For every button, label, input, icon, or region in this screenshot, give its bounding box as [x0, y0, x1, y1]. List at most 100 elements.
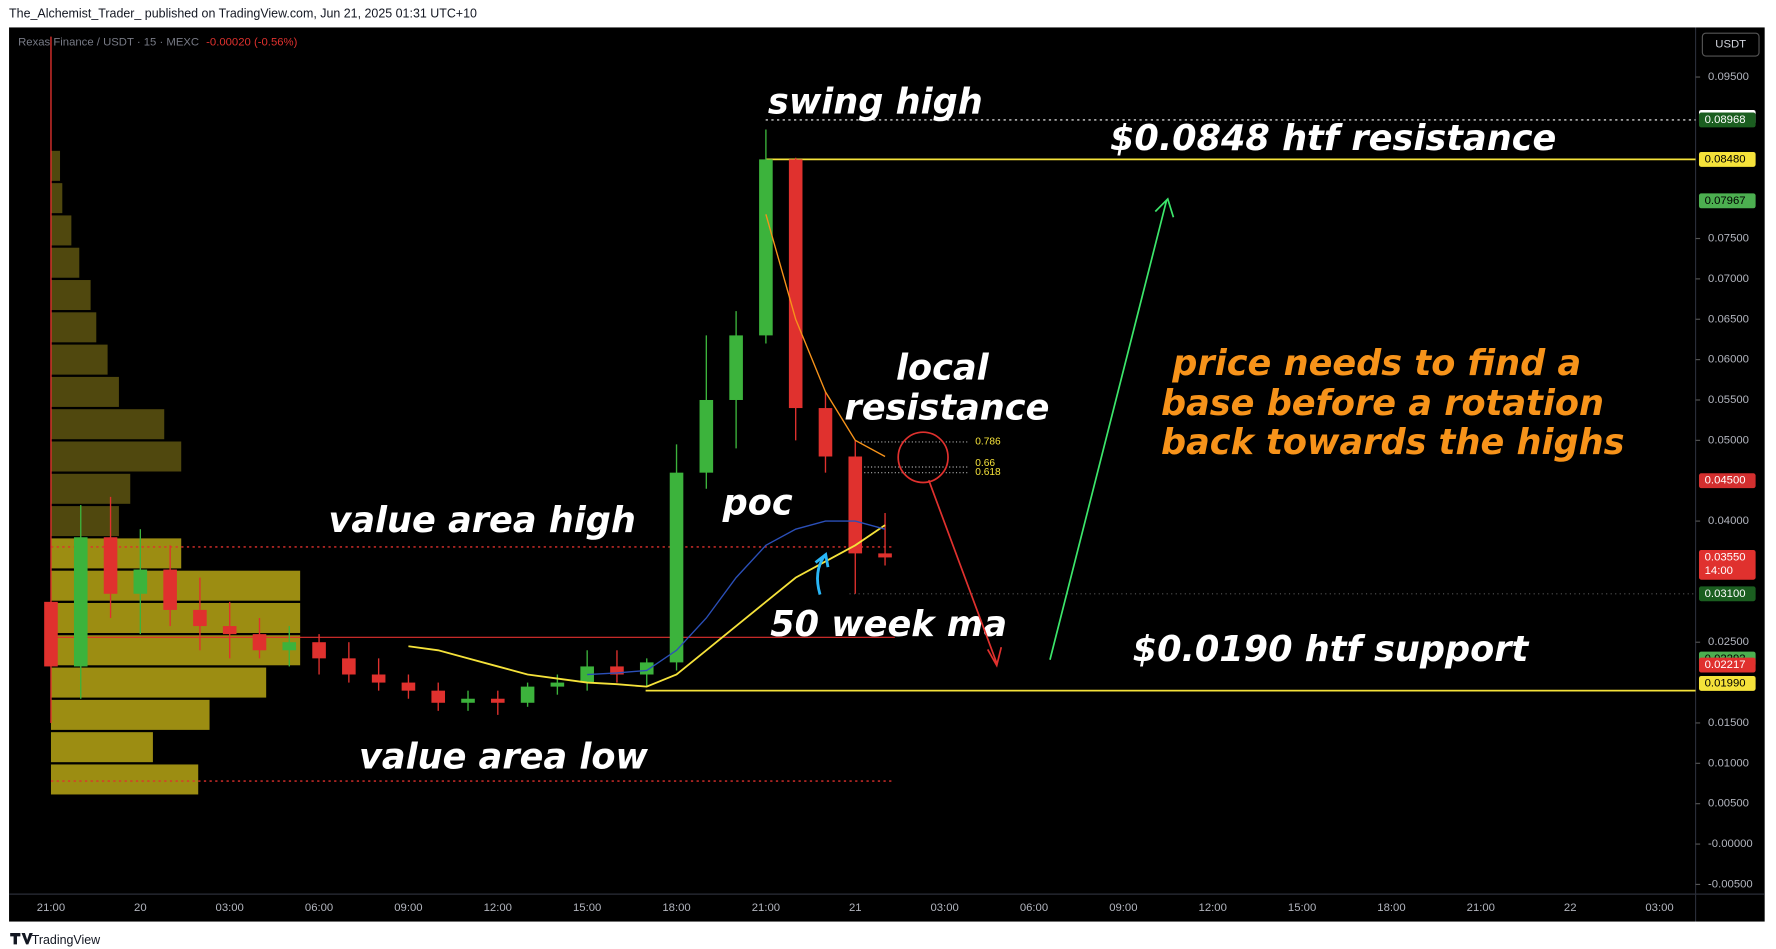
- y-tick-label: 0.05000: [1708, 434, 1749, 446]
- x-tick-label: 09:00: [394, 902, 422, 914]
- price-label-box: [1698, 473, 1756, 489]
- annotation: price needs to find a: [1171, 343, 1581, 384]
- candle-body: [282, 642, 297, 651]
- volume-profile-bar: [50, 667, 267, 698]
- candle-body: [163, 569, 177, 610]
- x-tick-label: 20: [134, 902, 147, 914]
- y-tick-label: 0.06000: [1708, 354, 1749, 366]
- price-label-box: [1698, 151, 1756, 167]
- annotation: 50 week ma: [770, 604, 1007, 645]
- arrow: [814, 551, 830, 595]
- price-label: 0.08968: [1705, 114, 1746, 126]
- fib-label: 0.786: [975, 436, 1001, 447]
- change: -0.00020 (-0.56%): [206, 36, 297, 48]
- x-tick-label: 15:00: [1288, 902, 1316, 914]
- candle-body: [431, 690, 446, 703]
- y-tick-label: 0.01500: [1708, 717, 1749, 729]
- candle-body: [639, 662, 654, 675]
- price-label-box: [1698, 550, 1756, 580]
- candle-body: [878, 553, 892, 558]
- price-label: 0.04500: [1705, 475, 1746, 487]
- candle-body: [818, 408, 833, 457]
- volume-profile-bar: [50, 699, 210, 730]
- price-label: 0.01990: [1705, 677, 1746, 689]
- volume-profile-bar: [50, 150, 61, 181]
- volume-profile-bar: [50, 732, 153, 763]
- price-label-box: [1698, 112, 1756, 128]
- symbol: Rexas Finance / USDT · 15 · MEXC: [18, 36, 199, 48]
- volume-profile-bar: [50, 247, 80, 278]
- price-label-box: [1698, 586, 1756, 602]
- annotation: swing high: [768, 81, 983, 122]
- candle-body: [788, 159, 803, 409]
- candle-body: [44, 601, 58, 667]
- candle-body: [133, 569, 148, 594]
- x-tick-label: 03:00: [216, 902, 244, 914]
- y-tick-label: 0.00500: [1708, 798, 1749, 810]
- volume-profile-bar: [50, 183, 63, 214]
- price-countdown: 14:00: [1705, 565, 1733, 577]
- candle-body: [669, 472, 684, 663]
- annotation: value area high: [328, 500, 635, 541]
- y-tick-label: 0.09500: [1708, 71, 1749, 83]
- volume-profile-bar: [50, 280, 91, 311]
- annotation: local: [896, 348, 990, 389]
- x-tick-label: 12:00: [1199, 902, 1227, 914]
- price-label: 0.02217: [1705, 659, 1746, 671]
- candle-body: [699, 399, 714, 473]
- y-tick-label: -0.00000: [1708, 838, 1753, 850]
- arrow: [927, 479, 1003, 668]
- volume-profile-bar: [50, 473, 131, 504]
- volume-profile-bar: [50, 409, 165, 440]
- x-tick-label: 09:00: [1109, 902, 1137, 914]
- y-tick-label: 0.06500: [1708, 313, 1749, 325]
- circle: [897, 431, 949, 484]
- candle-body: [103, 537, 118, 594]
- volume-profile-bar: [50, 312, 97, 343]
- candle-body: [461, 698, 475, 703]
- x-tick-label: 21:00: [752, 902, 780, 914]
- candle-body: [401, 682, 416, 691]
- chart-area: [9, 27, 1765, 922]
- fib-label: 0.66: [975, 458, 995, 469]
- x-tick-label: 12:00: [484, 902, 512, 914]
- y-tick-label: 0.04000: [1708, 515, 1749, 527]
- volume-profile-bar: [50, 376, 119, 407]
- volume-profile-bar: [50, 764, 199, 795]
- volume-profile-bar: [50, 215, 72, 246]
- currency[interactable]: USDT: [1715, 39, 1746, 51]
- volume-profile-bar: [50, 506, 119, 537]
- x-tick-label: 21: [849, 902, 862, 914]
- price-label-box: [1698, 675, 1756, 691]
- volume-profile-bar: [50, 344, 108, 375]
- annotation: base before a rotation: [1161, 383, 1604, 424]
- candle-body: [491, 698, 505, 703]
- y-tick-label: 0.05500: [1708, 394, 1749, 406]
- annotation: $0.0848 htf resistance: [1110, 118, 1556, 159]
- indicator-line: [408, 524, 886, 688]
- currency-button[interactable]: [1701, 32, 1760, 57]
- price-label: 0.07967: [1705, 195, 1746, 207]
- annotation: poc: [722, 482, 793, 523]
- y-tick-label: 0.02500: [1708, 636, 1749, 648]
- x-tick-label: 22: [1564, 902, 1577, 914]
- price-label-box: [1698, 657, 1756, 673]
- logo: [10, 932, 33, 945]
- candle-body: [312, 642, 326, 659]
- candle-body: [371, 674, 386, 683]
- indicator-line: [587, 520, 886, 676]
- x-tick-label: 03:00: [930, 902, 958, 914]
- candle-body: [252, 634, 267, 651]
- candle-body: [193, 609, 207, 627]
- annotation: $0.0190 htf support: [1133, 629, 1530, 670]
- candle-body: [342, 658, 356, 675]
- price-label: 0.08480: [1705, 153, 1746, 165]
- arrow: [1049, 197, 1175, 660]
- fib-label: 0.618: [975, 467, 1001, 478]
- x-tick-label: 03:00: [1645, 902, 1673, 914]
- candle-body: [520, 686, 535, 703]
- y-tick-label: 0.07000: [1708, 273, 1749, 285]
- candle-body: [550, 682, 565, 687]
- publisher: The_Alchemist_Trader_ published on Tradi…: [9, 7, 477, 21]
